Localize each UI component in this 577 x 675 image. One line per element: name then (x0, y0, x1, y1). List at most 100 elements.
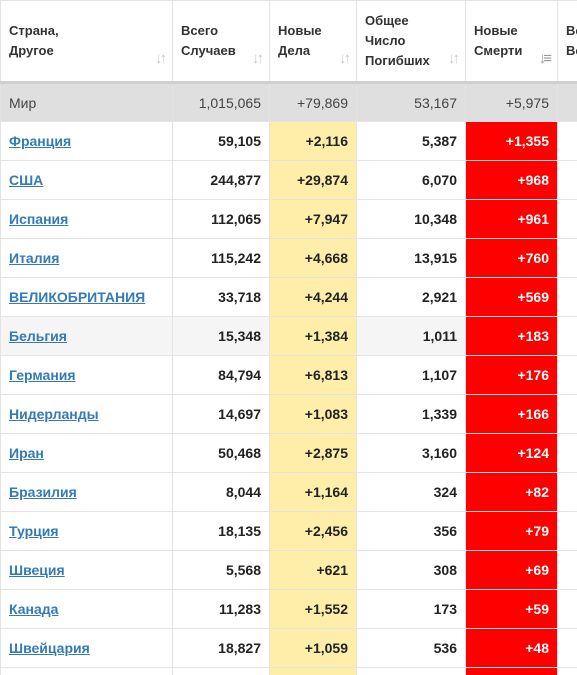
total-deaths-cell: 356 (356, 511, 466, 551)
country-link[interactable]: Иран (9, 445, 44, 461)
country-link[interactable]: Канада (9, 601, 59, 617)
total-deaths-cell: 13,915 (356, 238, 466, 278)
table-row: ВЕЛИКОБРИТАНИЯ 33,718 +4,244 2,921 +569 (0, 277, 577, 317)
extra-cell (557, 628, 577, 668)
header-new-deaths[interactable]: Новые Смерти ↓≡ (465, 0, 558, 84)
country-link[interactable]: Италия (9, 250, 60, 266)
sort-arrows-icon[interactable]: ↓↑ (339, 50, 351, 67)
total-cases-cell: 5,568 (172, 550, 270, 590)
total-cases-cell: 8,044 (172, 472, 270, 512)
total-deaths-cell: 173 (356, 589, 466, 629)
total-cases-cell: 11,283 (172, 589, 270, 629)
sort-arrows-icon[interactable]: ↓↑ (252, 50, 264, 67)
total-deaths-cell (356, 667, 466, 675)
new-cases-cell (269, 667, 357, 675)
total-cases-cell: 18,135 (172, 511, 270, 551)
total-cases-cell: 50,468 (172, 433, 270, 473)
header-new-cases-line2: Дела (278, 43, 311, 58)
new-cases-cell: +2,875 (269, 433, 357, 473)
sort-arrows-icon[interactable]: ↓↑ (448, 50, 460, 67)
extra-cell (557, 238, 577, 278)
world-new-cases: +79,869 (269, 82, 357, 122)
table-row: Иран 50,468 +2,875 3,160 +124 (0, 433, 577, 473)
extra-cell (557, 589, 577, 629)
table-body: Мир 1,015,065 +79,869 53,167 +5,975 Фран… (0, 82, 577, 675)
new-deaths-cell: +569 (465, 277, 558, 317)
new-cases-cell: +1,164 (269, 472, 357, 512)
header-total-cases[interactable]: Всего Случаев ↓↑ (172, 0, 270, 84)
new-deaths-cell (465, 667, 558, 675)
header-new-deaths-line1: Новые (474, 23, 518, 38)
new-deaths-cell: +79 (465, 511, 558, 551)
total-deaths-cell: 1,011 (356, 316, 466, 356)
country-link[interactable]: Нидерланды (9, 406, 99, 422)
table-row: Франция 59,105 +2,116 5,387 +1,355 (0, 121, 577, 161)
country-cell: Швеция (0, 550, 173, 590)
new-cases-cell: +1,059 (269, 628, 357, 668)
total-deaths-cell: 2,921 (356, 277, 466, 317)
sort-desc-icon[interactable]: ↓≡ (538, 50, 552, 67)
table-row: Италия 115,242 +4,668 13,915 +760 (0, 238, 577, 278)
world-extra-cell (557, 82, 577, 122)
table-row: Канада 11,283 +1,552 173 +59 (0, 589, 577, 629)
table-row (0, 667, 577, 675)
country-link[interactable]: Швеция (9, 562, 65, 578)
extra-cell (557, 355, 577, 395)
country-link[interactable]: Турция (9, 523, 59, 539)
country-cell: Канада (0, 589, 173, 629)
table-row: США 244,877 +29,874 6,070 +968 (0, 160, 577, 200)
country-link[interactable]: Бразилия (9, 484, 77, 500)
new-deaths-cell: +124 (465, 433, 558, 473)
table-row: Швеция 5,568 +621 308 +69 (0, 550, 577, 590)
new-deaths-cell: +176 (465, 355, 558, 395)
country-cell: Турция (0, 511, 173, 551)
country-cell: Германия (0, 355, 173, 395)
extra-cell (557, 667, 577, 675)
total-deaths-cell: 308 (356, 550, 466, 590)
new-cases-cell: +4,668 (269, 238, 357, 278)
table-header-row: Страна, Другое ↓↑ Всего Случаев ↓↑ Новые… (0, 0, 577, 84)
total-deaths-cell: 6,070 (356, 160, 466, 200)
new-cases-cell: +621 (269, 550, 357, 590)
total-deaths-cell: 324 (356, 472, 466, 512)
country-link[interactable]: Франция (9, 133, 72, 149)
new-deaths-cell: +48 (465, 628, 558, 668)
country-cell: Франция (0, 121, 173, 161)
new-deaths-cell: +961 (465, 199, 558, 239)
country-link[interactable]: ВЕЛИКОБРИТАНИЯ (9, 289, 146, 305)
header-total-deaths-line2: Число (365, 33, 406, 48)
header-total-deaths-line3: Погибших (365, 53, 430, 68)
total-deaths-cell: 10,348 (356, 199, 466, 239)
country-link[interactable]: США (9, 172, 44, 188)
new-cases-cell: +2,116 (269, 121, 357, 161)
header-country[interactable]: Страна, Другое ↓↑ (0, 0, 173, 84)
country-link[interactable]: Испания (9, 211, 69, 227)
sort-arrows-icon[interactable]: ↓↑ (155, 50, 167, 67)
country-cell: ВЕЛИКОБРИТАНИЯ (0, 277, 173, 317)
new-cases-cell: +1,384 (269, 316, 357, 356)
country-link[interactable]: Швейцария (9, 640, 90, 656)
header-total-deaths-line1: Общее (365, 13, 409, 28)
total-cases-cell: 18,827 (172, 628, 270, 668)
country-cell: Иран (0, 433, 173, 473)
new-deaths-cell: +82 (465, 472, 558, 512)
header-extra[interactable]: Вс Вс (557, 0, 577, 84)
country-cell (0, 667, 173, 675)
country-link[interactable]: Германия (9, 367, 76, 383)
header-total-cases-line2: Случаев (181, 43, 236, 58)
header-extra-line2: Вс (566, 43, 577, 58)
new-deaths-cell: +69 (465, 550, 558, 590)
country-cell: Испания (0, 199, 173, 239)
extra-cell (557, 160, 577, 200)
total-cases-cell (172, 667, 270, 675)
header-new-deaths-line2: Смерти (474, 43, 523, 58)
header-new-cases[interactable]: Новые Дела ↓↑ (269, 0, 357, 84)
country-cell: Бразилия (0, 472, 173, 512)
extra-cell (557, 316, 577, 356)
country-link[interactable]: Бельгия (9, 328, 67, 344)
header-total-deaths[interactable]: Общее Число Погибших ↓↑ (356, 0, 466, 84)
extra-cell (557, 199, 577, 239)
total-cases-cell: 115,242 (172, 238, 270, 278)
new-cases-cell: +1,552 (269, 589, 357, 629)
